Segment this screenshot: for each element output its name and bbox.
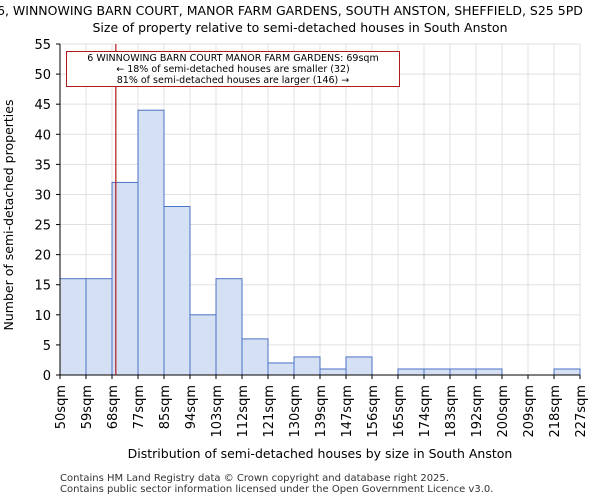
y-tick-label: 5	[43, 339, 51, 354]
x-tick-label: 130sqm	[288, 385, 303, 438]
y-tick-label: 15	[34, 279, 51, 294]
bar-174sqm	[423, 368, 451, 376]
bar-139sqm	[319, 368, 347, 376]
y-tick-label: 45	[34, 98, 51, 113]
x-tick-label: 200sqm	[496, 385, 511, 438]
x-tick-label: 121sqm	[262, 385, 277, 438]
x-tick-label: 59sqm	[80, 385, 95, 429]
bar-94sqm	[189, 314, 217, 376]
x-tick-label: 147sqm	[340, 385, 355, 438]
x-tick-label: 139sqm	[314, 385, 329, 438]
x-tick-label: 192sqm	[470, 385, 485, 438]
y-tick-label: 30	[34, 188, 51, 203]
x-tick-label: 156sqm	[366, 385, 381, 438]
y-tick-label: 0	[43, 369, 51, 384]
y-tick-label: 50	[34, 68, 51, 83]
y-tick-label: 10	[34, 309, 51, 324]
y-axis-label: Number of semi-detached properties	[1, 100, 16, 331]
y-tick-label: 25	[34, 219, 51, 234]
chart-title: 6, WINNOWING BARN COURT, MANOR FARM GARD…	[0, 3, 583, 18]
bar-130sqm	[293, 356, 321, 376]
axis-layer: 0 5 10 15 20 25 30 35 40 45 50 55 50sqm 59sqm 68sqm 77s…	[34, 38, 589, 438]
x-tick-label: 227sqm	[574, 385, 589, 438]
bar-112sqm	[241, 338, 269, 376]
bar-layer	[59, 109, 581, 376]
bar-50sqm	[59, 278, 87, 376]
y-tick-label: 35	[34, 158, 51, 173]
chart-subtitle: Size of property relative to semi-detach…	[92, 20, 508, 35]
annotation-line-2: ← 18% of semi-detached houses are smalle…	[116, 64, 350, 75]
annotation-line-3: 81% of semi-detached houses are larger (…	[116, 75, 350, 86]
y-tick-label: 20	[34, 249, 51, 264]
footer-licence: Contains public sector information licen…	[60, 484, 494, 495]
x-tick-label: 183sqm	[444, 385, 459, 438]
y-tick-label: 40	[34, 128, 51, 143]
x-tick-label: 94sqm	[184, 385, 199, 429]
bar-85sqm	[163, 205, 191, 376]
x-tick-label: 85sqm	[158, 385, 173, 429]
bar-103sqm	[215, 278, 243, 376]
x-tick-label: 103sqm	[210, 385, 225, 438]
x-axis-label: Distribution of semi-detached houses by …	[128, 446, 513, 461]
x-tick-label: 218sqm	[548, 385, 563, 438]
x-tick-label: 165sqm	[392, 385, 407, 438]
bar-183sqm	[449, 368, 477, 376]
x-tick-label: 209sqm	[522, 385, 537, 438]
annotation-box: 6 WINNOWING BARN COURT MANOR FARM GARDEN…	[66, 51, 400, 87]
x-tick-label: 68sqm	[106, 385, 121, 429]
y-tick-label: 55	[34, 38, 51, 53]
bar-165sqm	[397, 368, 425, 376]
bar-121sqm	[267, 362, 295, 376]
bar-59sqm	[85, 278, 113, 376]
x-tick-label: 174sqm	[418, 385, 433, 438]
bar-218sqm	[553, 368, 581, 376]
bar-147sqm	[345, 356, 373, 376]
x-tick-label: 112sqm	[236, 385, 251, 438]
bar-77sqm	[137, 109, 165, 376]
footer-copyright: Contains HM Land Registry data © Crown c…	[60, 473, 449, 484]
x-tick-label: 50sqm	[54, 385, 69, 429]
bar-192sqm	[475, 368, 503, 376]
annotation-line-1: 6 WINNOWING BARN COURT MANOR FARM GARDEN…	[87, 53, 379, 64]
x-tick-label: 77sqm	[132, 385, 147, 429]
